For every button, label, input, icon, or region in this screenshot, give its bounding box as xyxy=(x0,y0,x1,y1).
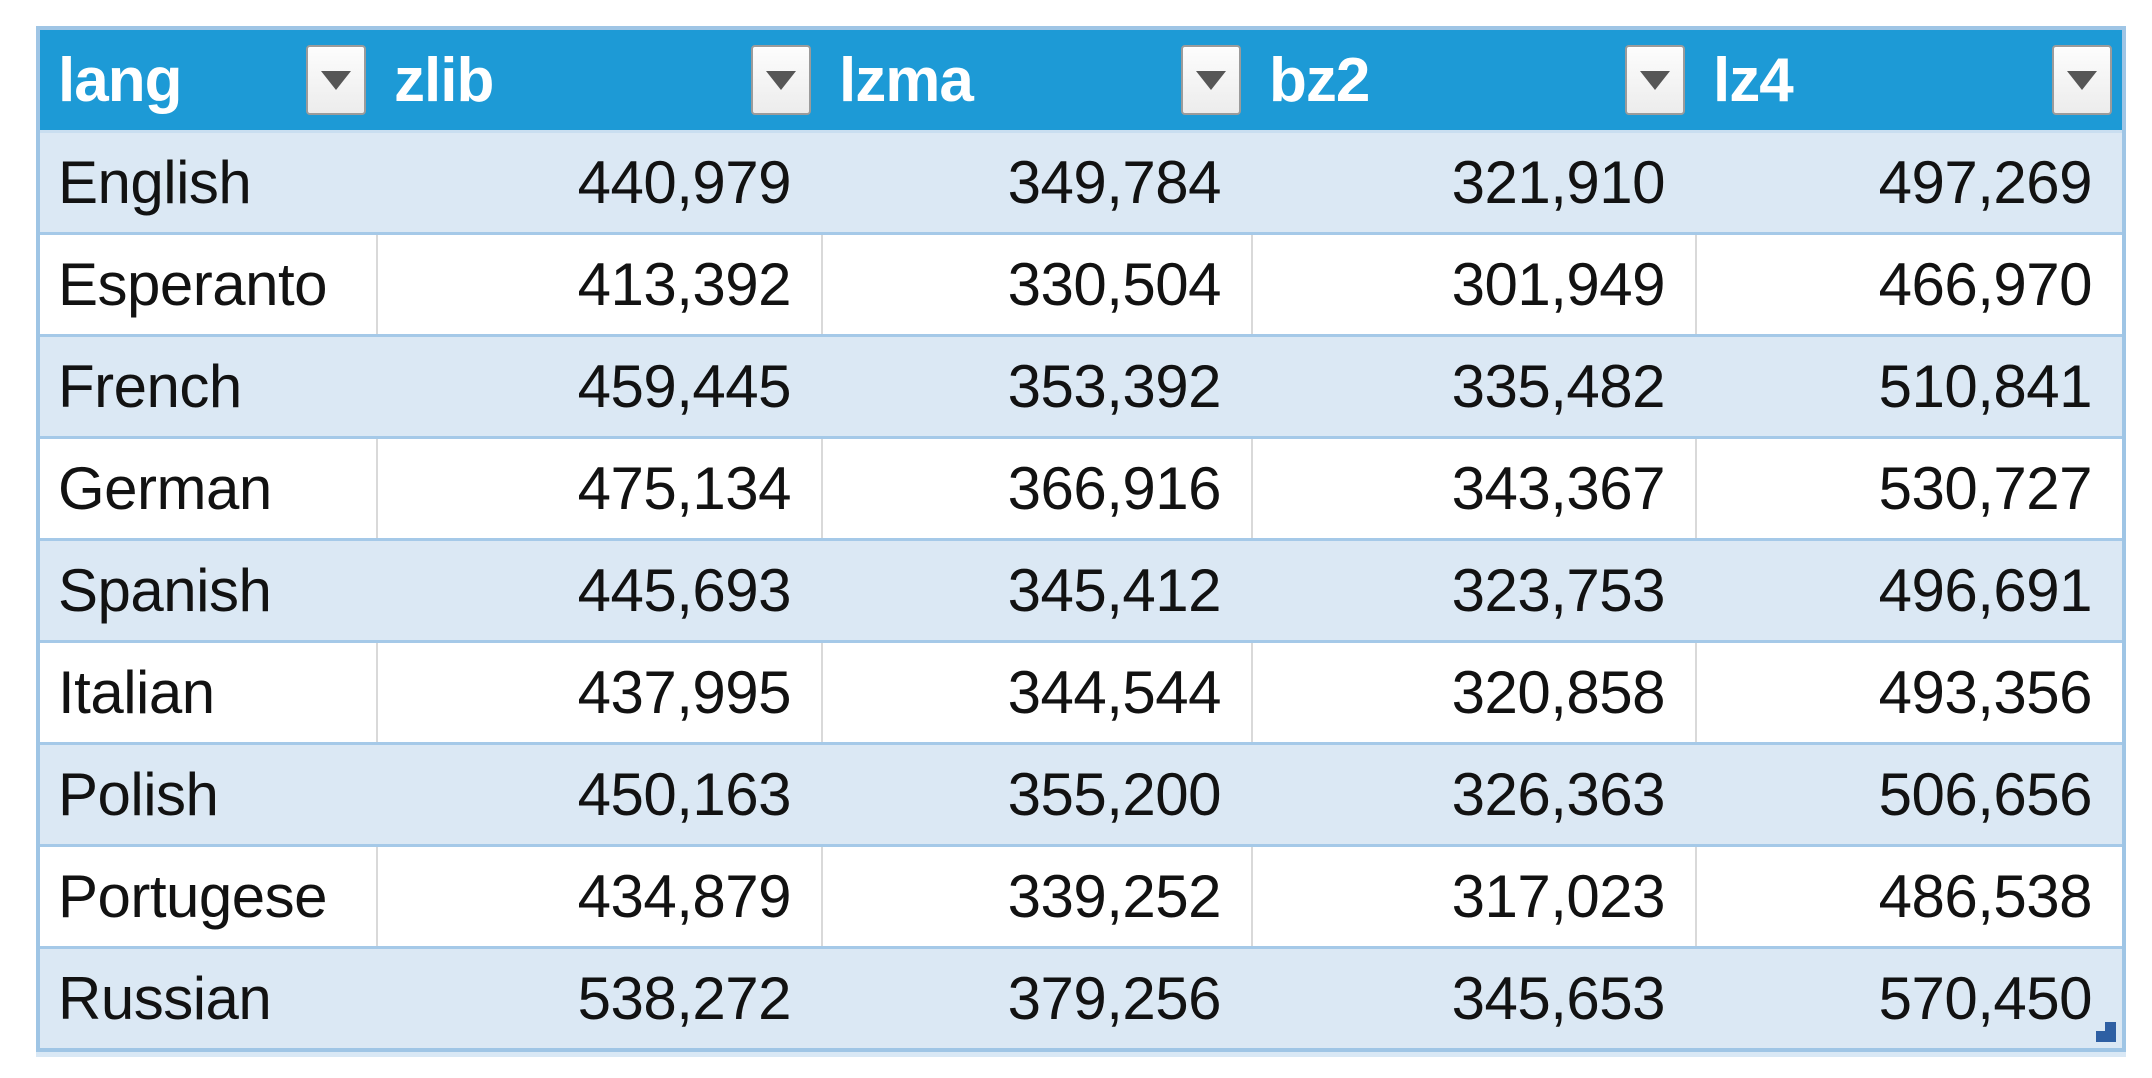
cell-lzma: 353,392 xyxy=(1007,353,1222,420)
cell-lz4: 466,970 xyxy=(1695,235,2122,334)
table-row: German 475,134 366,916 343,367 530,727 xyxy=(40,436,2122,538)
cell-zlib: 413,392 xyxy=(376,235,821,334)
cell-lz4: 497,269 xyxy=(1878,149,2093,216)
cell-bz2: 326,363 xyxy=(1451,761,1666,828)
table-row: English 440,979 349,784 321,910 497,269 xyxy=(40,130,2122,232)
cell-bz2: 320,858 xyxy=(1251,643,1695,742)
cell-lzma: 330,504 xyxy=(821,235,1251,334)
filter-dropdown-icon xyxy=(2067,70,2097,90)
cell-lang: French xyxy=(58,353,242,420)
cell-bz2: 343,367 xyxy=(1251,439,1695,538)
table-row: Portugese 434,879 339,252 317,023 486,53… xyxy=(40,844,2122,946)
cell-lzma: 366,916 xyxy=(821,439,1251,538)
table-row: Russian 538,272 379,256 345,653 570,450 xyxy=(40,946,2122,1048)
cell-lz4: 570,450 xyxy=(1878,965,2093,1032)
column-header-lzma: lzma xyxy=(821,30,1251,130)
cell-lang: German xyxy=(58,455,272,522)
column-header-lz4: lz4 xyxy=(1695,30,2122,130)
cell-zlib: 459,445 xyxy=(577,353,792,420)
column-header-label: lang xyxy=(58,45,182,115)
cell-lz4: 506,656 xyxy=(1878,761,2093,828)
cell-zlib: 450,163 xyxy=(577,761,792,828)
cell-lz4: 510,841 xyxy=(1878,353,2093,420)
cell-bz2: 345,653 xyxy=(1451,965,1666,1032)
column-header-zlib: zlib xyxy=(376,30,821,130)
cell-lang: Esperanto xyxy=(58,251,328,318)
cell-lang: Portugese xyxy=(58,863,328,930)
cell-bz2: 335,482 xyxy=(1451,353,1666,420)
cell-lz4: 496,691 xyxy=(1878,557,2093,624)
column-header-bz2: bz2 xyxy=(1251,30,1695,130)
cell-zlib: 434,879 xyxy=(376,847,821,946)
table-row: Esperanto 413,392 330,504 301,949 466,97… xyxy=(40,232,2122,334)
column-header-lang: lang xyxy=(40,30,376,130)
cell-bz2: 321,910 xyxy=(1451,149,1666,216)
table-row: Italian 437,995 344,544 320,858 493,356 xyxy=(40,640,2122,742)
cell-bz2: 317,023 xyxy=(1251,847,1695,946)
cell-zlib: 475,134 xyxy=(376,439,821,538)
column-header-label: zlib xyxy=(394,45,494,115)
filter-dropdown-icon xyxy=(321,70,351,90)
cell-lzma: 344,544 xyxy=(821,643,1251,742)
cell-lz4: 530,727 xyxy=(1695,439,2122,538)
table-row: Polish 450,163 355,200 326,363 506,656 xyxy=(40,742,2122,844)
filter-dropdown-icon xyxy=(766,70,796,90)
cell-bz2: 323,753 xyxy=(1451,557,1666,624)
cell-lang: Russian xyxy=(58,965,272,1032)
data-table: lang zlib lzma bz2 lz4 English 440,979 3… xyxy=(36,26,2126,1052)
cell-zlib: 538,272 xyxy=(577,965,792,1032)
filter-button-lang[interactable] xyxy=(306,45,366,115)
cell-lzma: 355,200 xyxy=(1007,761,1222,828)
cell-lz4: 486,538 xyxy=(1695,847,2122,946)
filter-button-lz4[interactable] xyxy=(2052,45,2112,115)
filter-button-lzma[interactable] xyxy=(1181,45,1241,115)
cell-lang: Polish xyxy=(58,761,219,828)
filter-dropdown-icon xyxy=(1640,70,1670,90)
filter-button-zlib[interactable] xyxy=(751,45,811,115)
cell-lang: Italian xyxy=(58,659,215,726)
cell-lzma: 349,784 xyxy=(1007,149,1222,216)
filter-button-bz2[interactable] xyxy=(1625,45,1685,115)
column-header-label: bz2 xyxy=(1269,45,1370,115)
column-header-label: lzma xyxy=(839,45,974,115)
filter-dropdown-icon xyxy=(1196,70,1226,90)
cell-lzma: 339,252 xyxy=(821,847,1251,946)
table-row: French 459,445 353,392 335,482 510,841 xyxy=(40,334,2122,436)
cell-bz2: 301,949 xyxy=(1251,235,1695,334)
cell-lang: English xyxy=(58,149,252,216)
cell-zlib: 445,693 xyxy=(577,557,792,624)
cell-lzma: 379,256 xyxy=(1007,965,1222,1032)
cell-lzma: 345,412 xyxy=(1007,557,1222,624)
cell-lz4: 493,356 xyxy=(1695,643,2122,742)
cell-lang: Spanish xyxy=(58,557,272,624)
table-row: Spanish 445,693 345,412 323,753 496,691 xyxy=(40,538,2122,640)
cell-zlib: 437,995 xyxy=(376,643,821,742)
cell-zlib: 440,979 xyxy=(577,149,792,216)
column-header-label: lz4 xyxy=(1713,45,1794,115)
table-header-row: lang zlib lzma bz2 lz4 xyxy=(40,30,2122,130)
